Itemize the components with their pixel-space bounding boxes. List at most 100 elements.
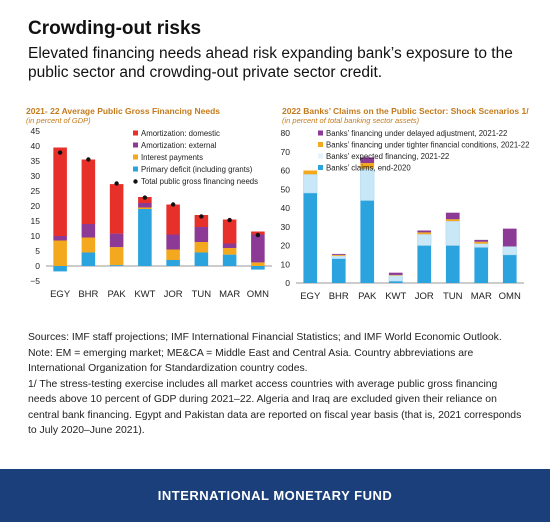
chart1-total-marker-mar <box>227 217 232 223</box>
chart2-legend-entry: Banks’ financing under tighter financial… <box>326 141 529 150</box>
chart2-xtick-label: OMN <box>499 291 521 302</box>
chart2-legend-entry: Banks’ financing under delayed adjustmen… <box>326 129 507 138</box>
chart1-total-marker-tun <box>199 214 204 219</box>
chart1-bar-jor-series3 <box>166 204 180 235</box>
chart2-bar-egy-series2 <box>303 170 318 175</box>
chart1-bar-pak-series1 <box>109 247 124 266</box>
chart1-ytick-label: 35 <box>31 156 41 166</box>
chart1-bar-jor-series0 <box>166 260 180 266</box>
chart2-legend-swatch <box>318 165 323 170</box>
chart-gross-financing-needs: 2021- 22 Average Public Gross Financing … <box>26 106 274 125</box>
chart2-ytick-label: 10 <box>281 259 291 269</box>
chart1-bar-kwt-series3 <box>138 197 152 203</box>
chart2-bar-mar-series0 <box>474 247 489 283</box>
chart1-bar-omn-series1 <box>251 262 265 266</box>
chart1-total-marker-jor <box>170 202 176 207</box>
chart1-total-marker-pak <box>114 181 119 186</box>
chart2-bar-tun-series1 <box>445 220 460 246</box>
chart1-ytick-label: 45 <box>31 126 41 136</box>
chart1-bar-egy-series1 <box>53 240 67 266</box>
chart2-xtick-label: JOR <box>415 291 434 302</box>
chart1-bar-egy-series2 <box>53 236 67 241</box>
chart2-bar-tun-series3 <box>445 212 460 220</box>
chart2-ytick-label: 20 <box>281 241 291 251</box>
chart2-xtick-label: BHR <box>329 291 349 302</box>
chart1-bar-kwt-series0 <box>138 209 152 266</box>
chart1-total-marker-bhr <box>86 157 91 162</box>
chart2-bar-kwt-series1 <box>388 275 403 282</box>
page-subtitle: Elevated financing needs ahead risk expa… <box>28 45 513 81</box>
chart1-bar-tun-series2 <box>194 227 209 242</box>
chart2-xtick-label: PAK <box>358 291 377 302</box>
chart1-bar-kwt-series2 <box>138 203 152 208</box>
chart1-bar-tun-series3 <box>194 215 209 227</box>
chart1-xtick-label: TUN <box>192 289 212 300</box>
chart1-ytick-label: 15 <box>31 216 41 226</box>
chart2-ytick-label: 0 <box>285 278 290 288</box>
chart1-legend-entry: Total public gross financing needs <box>141 177 258 186</box>
chart1-legend-swatch <box>133 130 138 136</box>
chart2-bar-kwt-series0 <box>388 281 403 283</box>
chart1-legend-swatch <box>133 154 138 160</box>
chart1-ytick-label: 40 <box>31 141 41 151</box>
page-title: Crowding-out risks <box>28 18 202 39</box>
chart2-ytick-label: 30 <box>281 222 291 232</box>
chart2-bar-kwt-series3 <box>388 272 403 275</box>
chart2-bar-bhr-series0 <box>331 258 346 283</box>
chart1-bar-bhr-series1 <box>81 237 96 253</box>
chart1-ytick-label: −5 <box>30 276 40 286</box>
chart2-bar-jor-series1 <box>417 234 432 246</box>
chart2-bar-omn-series0 <box>502 254 517 283</box>
chart1-xtick-label: KWT <box>134 289 155 300</box>
chart1-bar-mar-series3 <box>222 219 237 244</box>
chart1-xtick-label: EGY <box>50 289 71 300</box>
notes: Sources: IMF staff projections; IMF Inte… <box>28 330 528 439</box>
chart1-total-marker-omn <box>255 232 261 238</box>
chart1-bar-tun-series1 <box>194 242 209 253</box>
chart2-bar-omn-series3 <box>502 228 517 247</box>
chart2-title: 2022 Banks’ Claims on the Public Sector:… <box>282 106 529 116</box>
chart2-bar-omn-series1 <box>502 246 517 256</box>
chart1-legend-swatch <box>133 142 138 148</box>
chart2-ytick-label: 60 <box>281 166 291 176</box>
chart2-bar-egy-series0 <box>303 193 318 283</box>
chart1-bar-bhr-series2 <box>81 224 96 238</box>
chart1-xtick-label: OMN <box>247 289 269 300</box>
chart2-bar-jor-series0 <box>417 245 432 283</box>
chart2-bar-egy-series1 <box>303 174 318 194</box>
chart1-legend-entry: Primary deficit (including grants) <box>141 165 253 174</box>
chart1-bar-jor-series1 <box>166 249 180 260</box>
chart2-xtick-label: MAR <box>471 291 492 302</box>
chart2-bar-bhr-series3 <box>331 253 346 255</box>
notes-sources: Sources: IMF staff projections; IMF Inte… <box>28 332 502 343</box>
chart2-bar-mar-series2 <box>474 241 489 244</box>
chart1-legend-marker <box>133 179 138 184</box>
chart2-xtick-label: TUN <box>443 291 463 302</box>
chart1-bar-mar-series0 <box>222 254 237 266</box>
chart2-xtick-label: KWT <box>385 291 406 302</box>
chart1-bar-bhr-series0 <box>81 252 96 266</box>
chart1-bar-bhr-series3 <box>81 159 96 224</box>
chart2-ytick-label: 40 <box>281 203 291 213</box>
chart1-bar-mar-series1 <box>222 248 237 255</box>
chart1-bar-omn-series2 <box>251 234 265 263</box>
chart1-xtick-label: PAK <box>107 289 126 300</box>
chart1-bar-omn-series0 <box>251 266 265 270</box>
chart1-bar-pak-series2 <box>109 233 124 248</box>
chart1-bar-kwt-series1 <box>138 207 152 209</box>
chart1-ytick-label: 0 <box>35 261 40 271</box>
chart1-ytick-label: 20 <box>31 201 41 211</box>
chart1-legend-entry: Amortization: domestic <box>141 129 220 138</box>
notes-footnote: 1/ The stress-testing exercise includes … <box>28 378 522 437</box>
chart1-total-marker-kwt <box>142 195 148 200</box>
chart2-bar-mar-series3 <box>474 239 489 242</box>
chart2-bar-pak-series0 <box>360 200 375 283</box>
chart2-ytick-label: 80 <box>281 128 291 138</box>
chart1-bar-pak-series0 <box>109 265 124 266</box>
notes-note: Note: EM = emerging market; ME&CA = Midd… <box>28 347 474 375</box>
chart2-bar-pak-series2 <box>360 163 375 169</box>
chart2-bar-pak-series3 <box>360 157 375 163</box>
chart-bank-claims: 2022 Banks’ Claims on the Public Sector:… <box>282 106 532 125</box>
chart2-legend-swatch <box>318 142 323 147</box>
